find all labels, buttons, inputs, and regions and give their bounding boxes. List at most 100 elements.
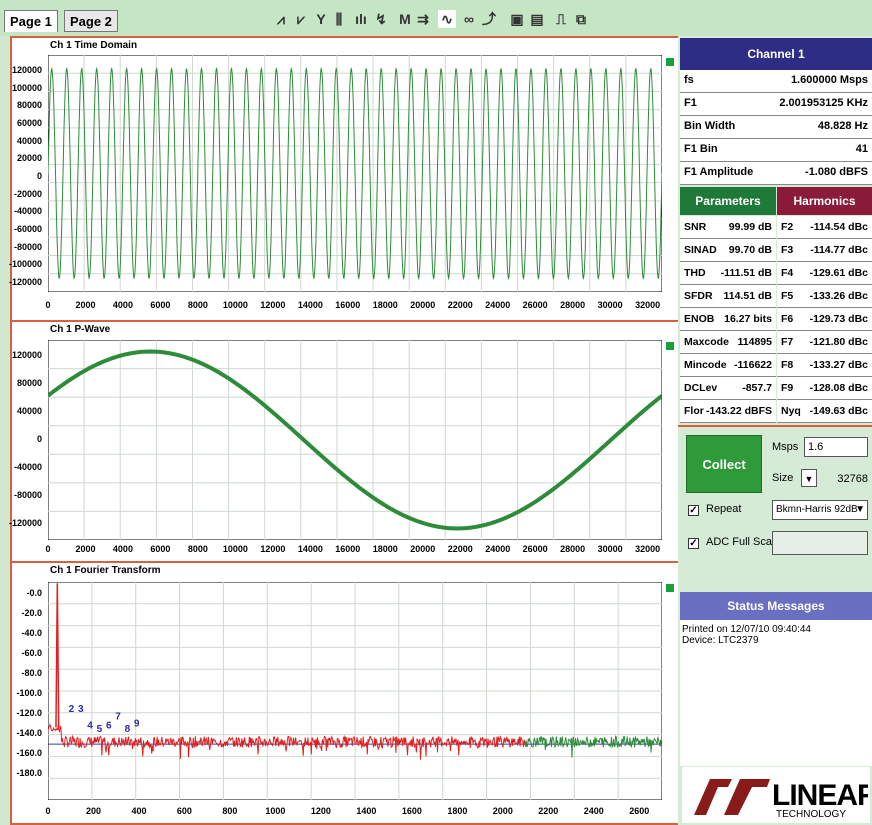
tab-page-2[interactable]: Page 2 bbox=[64, 10, 118, 32]
status-header-label: Status Messages bbox=[727, 599, 825, 613]
y-tick-label: -80000 bbox=[13, 490, 42, 500]
channel-row: Bin Width 48.828 Hz bbox=[680, 116, 872, 139]
channel-row-label: F1 bbox=[684, 97, 697, 109]
x-tick-label: 28000 bbox=[560, 544, 586, 554]
channel-row-label: fs bbox=[684, 74, 694, 86]
pulse-icon[interactable]: ⎍ bbox=[556, 10, 566, 27]
logo-sub-text: TECHNOLOGY bbox=[776, 809, 846, 819]
parameter-value: -111.51 dB bbox=[720, 267, 772, 279]
wave-icon[interactable]: ∿ bbox=[438, 10, 456, 28]
pwave-plot[interactable] bbox=[48, 340, 662, 540]
time-domain-plot[interactable] bbox=[48, 55, 662, 292]
collect-button[interactable]: Collect bbox=[686, 435, 762, 493]
histogram-icon[interactable]: ⫼ bbox=[335, 10, 343, 27]
fft-marker bbox=[666, 584, 674, 592]
y-tick-label: -0.0 bbox=[26, 588, 42, 598]
harmonic-row: F7 -121.80 dBc bbox=[777, 331, 872, 354]
adc-fullscale-checkbox[interactable]: ✓ bbox=[688, 538, 699, 549]
pwave-marker bbox=[666, 342, 674, 350]
harmonic-row: F8 -133.27 dBc bbox=[777, 354, 872, 377]
parameter-label: SNR bbox=[684, 221, 707, 233]
mavg-icon[interactable]: M bbox=[399, 11, 411, 27]
msps-label: Msps bbox=[772, 441, 799, 453]
pwave-title: Ch 1 P-Wave bbox=[50, 324, 111, 335]
x-tick-label: 14000 bbox=[297, 300, 323, 310]
y-tick-label: -100.0 bbox=[16, 688, 42, 698]
x-tick-label: 20000 bbox=[410, 544, 436, 554]
window-select-value: Bkmn-Harris 92dB bbox=[776, 504, 858, 515]
export-icon[interactable]: ⤴ bbox=[482, 11, 496, 27]
harmonic-label: 4 bbox=[87, 721, 93, 732]
parameter-value: 99.70 dB bbox=[728, 244, 772, 256]
harmonics-header-label: Harmonics bbox=[793, 194, 856, 208]
x-tick-label: 22000 bbox=[447, 300, 473, 310]
channel-header: Channel 1 bbox=[680, 38, 872, 70]
stack-down-icon[interactable]: ⩗ bbox=[297, 10, 305, 27]
y-tick-label: -160.0 bbox=[16, 748, 42, 758]
fundamental-peak bbox=[55, 583, 60, 728]
y-tick-label: 0 bbox=[36, 171, 42, 181]
time-domain-marker bbox=[666, 58, 674, 66]
harmonic-value: -128.08 dBc bbox=[809, 382, 868, 394]
y-tick-label: -20000 bbox=[13, 188, 42, 199]
harmonic-label: F3 bbox=[781, 244, 794, 256]
adc-fullscale-input[interactable] bbox=[772, 531, 868, 555]
harmonic-label: F5 bbox=[781, 290, 794, 302]
harmonic-value: -114.54 dBc bbox=[810, 221, 868, 233]
parameter-label: Flor bbox=[684, 405, 704, 417]
channel-row-value: 2.001953125 KHz bbox=[779, 97, 868, 109]
y-tick-label: -120.0 bbox=[16, 708, 42, 718]
harmonic-label: 2 bbox=[69, 704, 75, 715]
image-icon[interactable]: ⧉ bbox=[576, 10, 586, 27]
x-tick-label: 400 bbox=[131, 806, 147, 816]
window-select[interactable]: Bkmn-Harris 92dB ▼ bbox=[772, 500, 868, 520]
harmonic-row: Nyq -149.63 dBc bbox=[777, 400, 872, 423]
harmonic-value: -133.27 dBc bbox=[809, 359, 868, 371]
y-tick-label: 0 bbox=[36, 434, 42, 444]
x-tick-label: 2200 bbox=[538, 806, 559, 816]
y-tick-label: -40000 bbox=[13, 462, 42, 472]
signal-icon[interactable]: ↯ bbox=[375, 10, 387, 27]
fft-trace-green bbox=[525, 735, 662, 758]
parameter-label: SFDR bbox=[684, 290, 713, 302]
lt-logo-mark: LINEAR TECHNOLOGY bbox=[694, 779, 868, 819]
x-tick-label: 18000 bbox=[372, 544, 398, 554]
x-tick-label: 30000 bbox=[597, 544, 623, 554]
parameter-label: ENOB bbox=[684, 313, 715, 325]
stack-up-icon[interactable]: ⩘ bbox=[277, 10, 285, 27]
pwave-trace bbox=[48, 349, 662, 531]
repeat-checkbox[interactable]: ✓ bbox=[688, 505, 699, 516]
fft-title: Ch 1 Fourier Transform bbox=[50, 565, 161, 576]
x-tick-label: 26000 bbox=[522, 300, 548, 310]
y-tick-label: -120000 bbox=[8, 277, 42, 288]
load-icon[interactable]: ▤ bbox=[530, 10, 544, 27]
harmonic-row: F2 -114.54 dBc bbox=[777, 216, 872, 239]
msps-input[interactable]: 1.6 bbox=[804, 437, 868, 457]
size-dropdown-arrow[interactable]: ▼ bbox=[801, 469, 817, 487]
status-messages: Printed on 12/07/10 09:40:44 Device: LTC… bbox=[680, 620, 872, 766]
x-tick-label: 32000 bbox=[635, 300, 661, 310]
x-tick-label: 16000 bbox=[335, 544, 361, 554]
parameter-value: -857.7 bbox=[742, 382, 772, 394]
parameters-header: Parameters bbox=[680, 187, 776, 215]
save-icon[interactable]: ▣ bbox=[510, 10, 524, 27]
harmonic-label: 9 bbox=[134, 718, 140, 729]
y-tick-label: -60000 bbox=[13, 224, 42, 235]
parameter-row: THD -111.51 dB bbox=[680, 262, 776, 285]
harmonic-row: F3 -114.77 dBc bbox=[777, 239, 872, 262]
tab-page-1[interactable]: Page 1 bbox=[4, 10, 58, 32]
channel-row: F1 2.001953125 KHz bbox=[680, 93, 872, 116]
bar-chart-icon[interactable]: ılı bbox=[355, 11, 367, 27]
x-tick-label: 1800 bbox=[447, 806, 468, 816]
x-tick-label: 20000 bbox=[410, 300, 436, 310]
x-tick-label: 26000 bbox=[522, 544, 548, 554]
y-tick-label: -60.0 bbox=[21, 648, 42, 658]
x-tick-label: 2000 bbox=[492, 806, 513, 816]
parameter-row: ENOB 16.27 bits bbox=[680, 308, 776, 331]
link-icon[interactable]: ∞ bbox=[464, 11, 474, 27]
y-axis-icon[interactable]: Y bbox=[316, 11, 326, 27]
chevron-down-icon: ▼ bbox=[855, 504, 865, 515]
scroll-icon[interactable]: ⇉ bbox=[417, 10, 429, 27]
x-tick-label: 18000 bbox=[372, 300, 398, 310]
